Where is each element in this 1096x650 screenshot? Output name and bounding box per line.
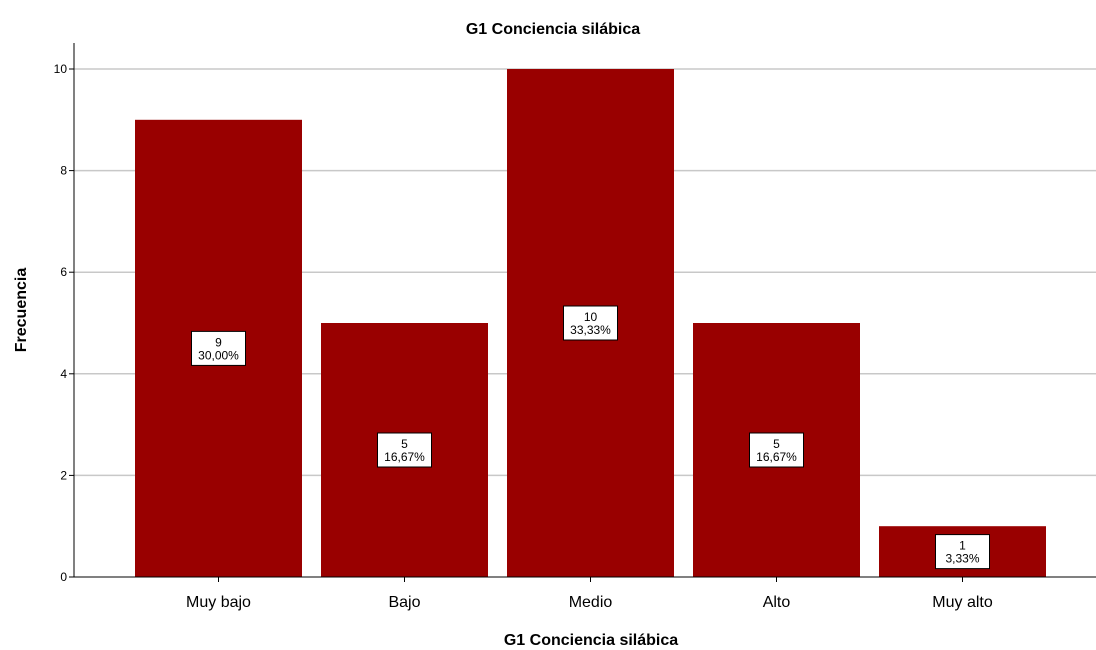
data-label-box	[191, 330, 246, 366]
axes: 0 2 4 6 8 10 Muy bajo Bajo Medio Alto Muy alto	[54, 43, 1096, 611]
data-label-percent: 3,33%	[945, 552, 979, 566]
data-label-percent: 16,67%	[756, 450, 797, 464]
chart-title: G1 Conciencia silábica	[466, 21, 640, 38]
y-tick-label: 6	[60, 265, 67, 279]
x-tick-label: Alto	[763, 594, 791, 611]
data-label-percent: 16,67%	[384, 450, 425, 464]
data-label: 930,00%	[191, 330, 246, 366]
x-tick-label: Medio	[569, 594, 613, 611]
data-label-percent: 30,00%	[198, 348, 239, 362]
y-tick-label: 4	[60, 367, 67, 381]
y-axis-title: Frecuencia	[13, 268, 30, 353]
data-label-box	[377, 432, 432, 468]
y-tick-label: 2	[60, 468, 67, 482]
data-label-count: 10	[584, 310, 598, 324]
data-label-box	[935, 534, 990, 570]
data-label-count: 5	[401, 437, 408, 451]
y-tick-label: 8	[60, 164, 67, 178]
data-label-count: 5	[773, 437, 780, 451]
y-tick-label: 10	[54, 62, 68, 76]
data-label-percent: 33,33%	[570, 323, 611, 337]
x-tick-label: Muy alto	[932, 594, 993, 611]
data-label-box	[749, 432, 804, 468]
data-label: 516,67%	[749, 432, 804, 468]
data-label-count: 9	[215, 335, 222, 349]
data-label: 13,33%	[935, 534, 990, 570]
x-tick-label: Bajo	[388, 594, 420, 611]
x-tick-label: Muy bajo	[186, 594, 251, 611]
data-label-count: 1	[959, 539, 966, 553]
y-tick-label: 0	[60, 570, 67, 584]
data-label-box	[563, 305, 618, 341]
data-label: 516,67%	[377, 432, 432, 468]
x-axis-title: G1 Conciencia silábica	[504, 632, 678, 649]
